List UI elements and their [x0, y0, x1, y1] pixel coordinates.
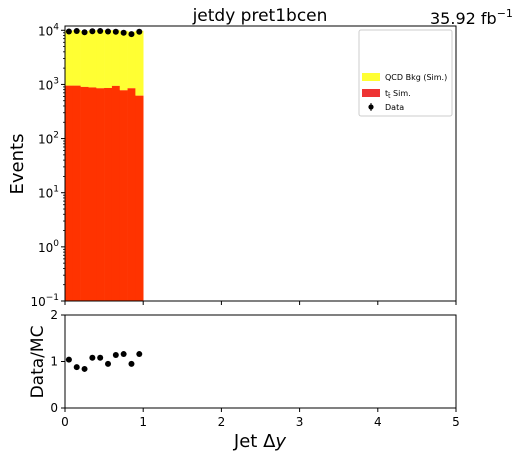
ratio-point	[73, 364, 80, 371]
chart-title: jetdy pret1bcen	[192, 6, 328, 26]
data-point	[81, 29, 88, 36]
qcd-bar	[88, 30, 97, 88]
qcd-bar	[96, 29, 105, 89]
ratio-x-tick-label: 2	[218, 415, 226, 429]
ratio-point	[105, 360, 112, 367]
qcd-bar	[127, 31, 136, 89]
main-y-tick-label: 10−1	[30, 293, 59, 309]
main-y-tick-label: 103	[38, 76, 59, 92]
ratio-point	[112, 351, 119, 358]
legend-swatch-ttbar	[362, 89, 380, 97]
qcd-bar	[104, 30, 113, 88]
ratio-x-tick-label: 0	[61, 415, 69, 429]
ratio-x-tick-label: 1	[139, 415, 147, 429]
main-y-tick-base: 10	[38, 187, 53, 201]
ratio-point	[128, 360, 135, 367]
ttbar-bar	[111, 85, 121, 302]
ttbar-bar	[88, 87, 97, 301]
legend-frame	[358, 29, 453, 117]
main-y-tick-label: 100	[38, 239, 59, 255]
ttbar-bar	[135, 95, 144, 302]
x-axis-label-variable: y	[274, 431, 286, 452]
ratio-y-tick-label: 0	[50, 401, 58, 415]
ratio-point	[136, 351, 143, 358]
ttbar-bar	[72, 85, 81, 301]
main-y-tick-label: 101	[38, 185, 59, 201]
main-y-tick-base: 10	[38, 133, 53, 147]
main-y-tick-exponent: 3	[53, 76, 59, 86]
x-axis-label-text: Jet Δ	[233, 431, 276, 452]
ratio-point	[89, 354, 96, 361]
ratio-point	[97, 354, 104, 361]
main-y-tick-label: 104	[38, 22, 59, 38]
main-y-tick-base: 10	[30, 295, 45, 309]
ratio-x-tick-label: 5	[452, 415, 460, 429]
luminosity-label: 35.92 fb−1	[430, 7, 513, 28]
ttbar-bar	[119, 90, 128, 301]
data-point	[97, 28, 104, 35]
legend-label-data: Data	[385, 103, 404, 112]
x-axis-label: Jet Δy	[233, 431, 286, 452]
legend-label-ttbar: tt̄ Sim.	[385, 89, 411, 100]
legend-label-ttbar-t: t	[385, 89, 388, 98]
main-y-tick-label: 102	[38, 131, 59, 147]
qcd-bar	[119, 30, 128, 91]
main-y-tick-base: 10	[38, 24, 53, 38]
data-point	[65, 28, 72, 35]
data-point	[105, 28, 112, 35]
data-point	[73, 28, 80, 35]
ratio-y-tick-label: 1	[50, 355, 58, 369]
ratio-point	[65, 356, 72, 363]
legend-label-qcd: QCD Bkg (Sim.)	[385, 73, 447, 82]
main-plot-frame	[64, 25, 457, 302]
legend-swatch-qcd	[362, 73, 380, 81]
qcd-bar	[80, 31, 89, 87]
ratio-plot-frame	[64, 314, 457, 409]
qcd-bar	[135, 30, 144, 96]
data-point	[89, 28, 96, 35]
data-point	[136, 28, 143, 35]
qcd-bar	[65, 30, 74, 86]
ttbar-bar	[65, 85, 74, 301]
ttbar-bar	[96, 88, 105, 302]
main-y-tick-base: 10	[38, 78, 53, 92]
qcd-bar	[111, 30, 121, 86]
ratio-point	[120, 351, 127, 358]
main-y-axis-label: Events	[7, 134, 28, 195]
main-y-tick-exponent: 0	[53, 239, 59, 249]
ratio-x-tick-label: 4	[374, 415, 382, 429]
legend-label-ttbar-tbar: t̄	[387, 93, 391, 100]
ttbar-bar	[127, 88, 136, 302]
ttbar-bar	[104, 87, 113, 302]
main-y-tick-exponent: 4	[53, 22, 59, 32]
main-y-tick-exponent: 2	[53, 131, 59, 141]
data-point	[112, 28, 119, 35]
ratio-y-axis-label: Data/MC	[28, 326, 48, 399]
data-point	[128, 31, 135, 38]
legend-label-ttbar-rest: Sim.	[391, 89, 411, 98]
legend-marker-data	[368, 103, 374, 111]
main-y-tick-exponent: −1	[46, 293, 59, 303]
ratio-point	[81, 365, 88, 372]
data-point	[120, 29, 127, 36]
ratio-y-tick-label: 2	[50, 308, 58, 322]
luminosity-exponent: −1	[497, 7, 513, 20]
main-y-tick-exponent: 1	[53, 185, 59, 195]
ttbar-bar	[80, 86, 89, 301]
luminosity-value: 35.92 fb	[430, 9, 497, 28]
ratio-x-tick-label: 3	[296, 415, 304, 429]
qcd-bar	[72, 29, 81, 86]
legend: QCD Bkg (Sim.) tt̄ Sim. Data	[358, 29, 453, 117]
main-y-tick-base: 10	[38, 241, 53, 255]
